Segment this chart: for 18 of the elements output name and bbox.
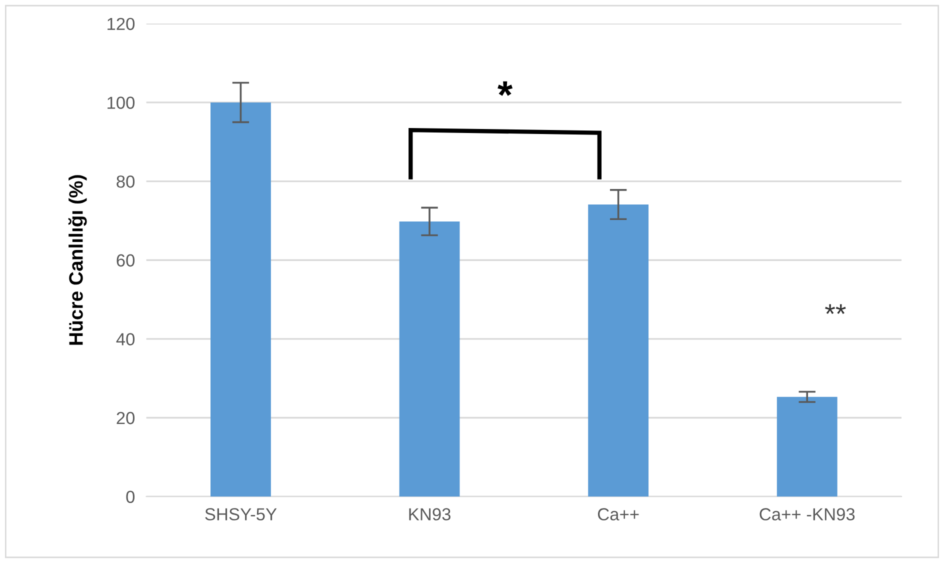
y-tick-label: 120 (108, 18, 135, 30)
x-tick-label: SHSY-5Y (205, 508, 277, 520)
annotation: ** (825, 304, 846, 314)
y-tick-label: 40 (116, 333, 135, 346)
annotation: * (498, 81, 513, 96)
y-tick-label: 60 (116, 254, 135, 267)
bar (588, 204, 649, 497)
y-tick-label: 20 (116, 412, 135, 424)
y-axis-title: Hücre Canlılığı (%) (68, 175, 87, 345)
bar (210, 102, 271, 497)
x-tick-label: Ca++ (598, 508, 639, 520)
bar (399, 221, 460, 497)
y-tick-label: 0 (126, 490, 135, 504)
y-tick-label: 80 (116, 175, 135, 188)
y-tick-label: 100 (108, 96, 135, 109)
x-tick-label: KN93 (409, 508, 450, 520)
bar (776, 396, 838, 497)
x-tick-label: Ca++ -KN93 (760, 508, 855, 520)
